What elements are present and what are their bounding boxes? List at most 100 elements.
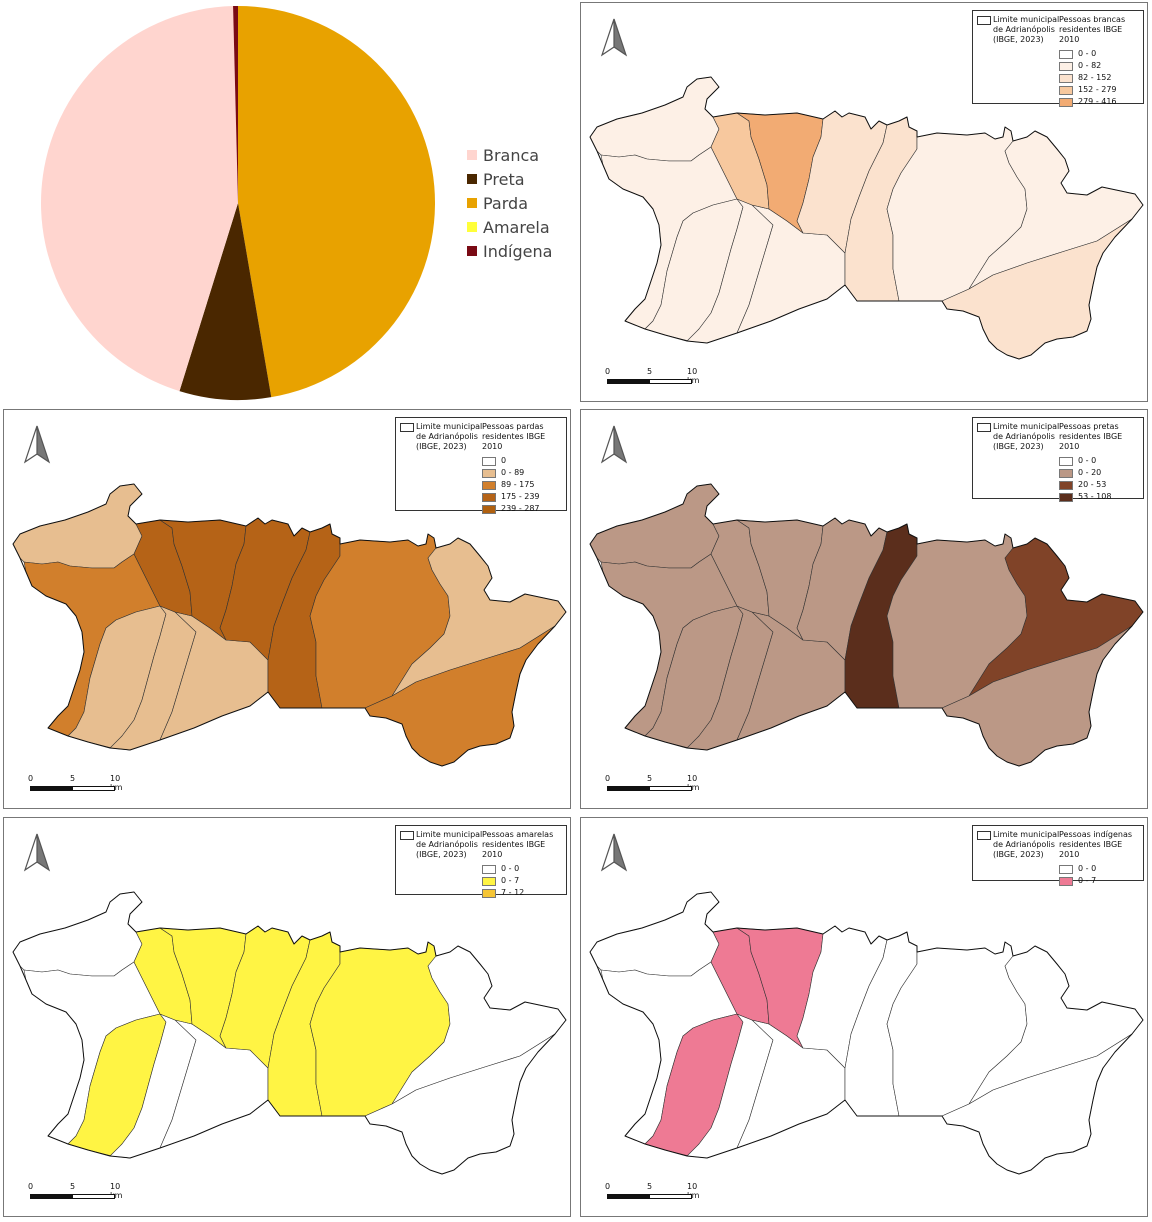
pie-slice-branca [41,6,238,392]
class-swatch [1059,61,1073,71]
municipal-boundary [589,891,1144,1175]
census-sector-a [12,891,143,977]
class-swatch [482,876,496,886]
scale-bar: 0 5 10 km [605,367,701,391]
class-swatch [1059,97,1073,107]
scale-label-10: 10 km [687,1182,700,1200]
class-label: 152 - 279 [1078,85,1117,94]
class-swatch [1059,864,1073,874]
legend-title: Pessoas amarelas residentes IBGE 2010 [482,830,554,859]
legend-item-branca: Branca [467,143,552,167]
census-sector-a [12,483,143,569]
legend-class: 0 - 0 [1059,48,1143,60]
scale-bar: 0 5 10 km [28,774,124,798]
map-panel-pretas: Limite municipal de Adrianópolis (IBGE, … [580,409,1148,809]
legend-class: 0 - 0 [1059,455,1143,467]
scale-bar: 0 5 10 km [605,774,701,798]
municipal-boundary [589,76,1144,360]
legend-class: 20 - 53 [1059,479,1143,491]
scale-label-5: 5 [70,774,76,783]
class-legend: Pessoas brancas residentes IBGE 2010 0 -… [1059,15,1143,108]
limit-swatch [977,16,991,25]
class-swatch [1059,876,1073,886]
legend-class: 89 - 175 [482,479,566,491]
legend-box-pretas: Limite municipal de Adrianópolis (IBGE, … [972,417,1144,502]
map-pretas [589,483,1144,767]
class-swatch [1059,85,1073,95]
class-label: 0 - 0 [1078,864,1097,873]
municipal-boundary [12,891,567,1175]
legend-class: 7 - 12 [482,887,566,899]
class-label: 82 - 152 [1078,73,1112,82]
north-arrow-icon [600,425,628,464]
legend-box-amarelas: Limite municipal de Adrianópolis (IBGE, … [395,825,567,898]
scale-segment-light [649,1194,692,1199]
class-swatch [1059,456,1073,466]
scale-label-5: 5 [647,1182,653,1191]
legend-title: Pessoas pretas residentes IBGE 2010 [1059,422,1123,451]
class-label: 0 - 0 [1078,49,1097,58]
legend-class: 0 - 7 [1059,875,1143,887]
class-legend: Pessoas amarelas residentes IBGE 2010 0 … [482,830,566,899]
legend-class: 53 - 108 [1059,491,1143,503]
limit-swatch [977,423,991,432]
legend-class: 152 - 279 [1059,84,1143,96]
class-swatch [1059,49,1073,59]
class-label: 20 - 53 [1078,480,1107,489]
class-label: 89 - 175 [501,480,535,489]
scale-segment-dark [607,786,650,791]
legend-class: 175 - 239 [482,491,566,503]
legend-class: 0 - 0 [1059,863,1143,875]
class-swatch [482,468,496,478]
pie-legend: Branca Preta Parda Amarela Indígena [467,143,552,263]
legend-item-parda: Parda [467,191,552,215]
scale-label-0: 0 [605,1182,611,1191]
legend-title: Pessoas indígenas residentes IBGE 2010 [1059,830,1133,859]
scale-label-10: 10 km [110,774,123,792]
limit-swatch [400,423,414,432]
map-panel-amarelas: Limite municipal de Adrianópolis (IBGE, … [3,817,571,1217]
census-sector-a [589,891,720,977]
class-swatch [482,864,496,874]
legend-class: 0 - 82 [1059,60,1143,72]
limit-label: Limite municipal de Adrianópolis (IBGE, … [993,422,1060,451]
map-indigenas [589,891,1144,1175]
class-swatch [1059,480,1073,490]
pie-slice-parda [238,6,435,398]
scale-label-10: 10 km [110,1182,123,1200]
class-swatch [482,888,496,898]
census-sector-a [589,483,720,569]
class-swatch [482,492,496,502]
scale-segment-light [649,786,692,791]
scale-label-0: 0 [28,774,34,783]
scale-segment-dark [30,1194,73,1199]
scale-segment-light [72,1194,115,1199]
legend-class: 0 - 89 [482,467,566,479]
map-brancas [589,76,1144,360]
north-arrow-icon [23,425,51,464]
scale-segment-dark [607,1194,650,1199]
class-label: 0 [501,456,507,465]
municipal-boundary [12,483,567,767]
class-swatch [482,456,496,466]
class-label: 0 - 7 [501,876,520,885]
scale-segment-dark [607,379,650,384]
class-swatch [1059,73,1073,83]
legend-class: 0 - 20 [1059,467,1143,479]
legend-class: 0 - 7 [482,875,566,887]
scale-bar: 0 5 10 km [605,1182,701,1206]
legend-label-amarela: Amarela [483,217,550,237]
north-arrow-icon [600,833,628,872]
scale-label-0: 0 [605,774,611,783]
legend-label-indigena: Indígena [483,241,553,261]
scale-label-5: 5 [647,774,653,783]
scale-segment-light [649,379,692,384]
class-label: 7 - 12 [501,888,525,897]
legend-class: 82 - 152 [1059,72,1143,84]
class-label: 175 - 239 [501,492,540,501]
class-label: 279 - 416 [1078,97,1117,106]
legend-box-brancas: Limite municipal de Adrianópolis (IBGE, … [972,10,1144,107]
class-swatch [1059,492,1073,502]
limit-label: Limite municipal de Adrianópolis (IBGE, … [993,15,1060,44]
north-arrow-icon [23,833,51,872]
